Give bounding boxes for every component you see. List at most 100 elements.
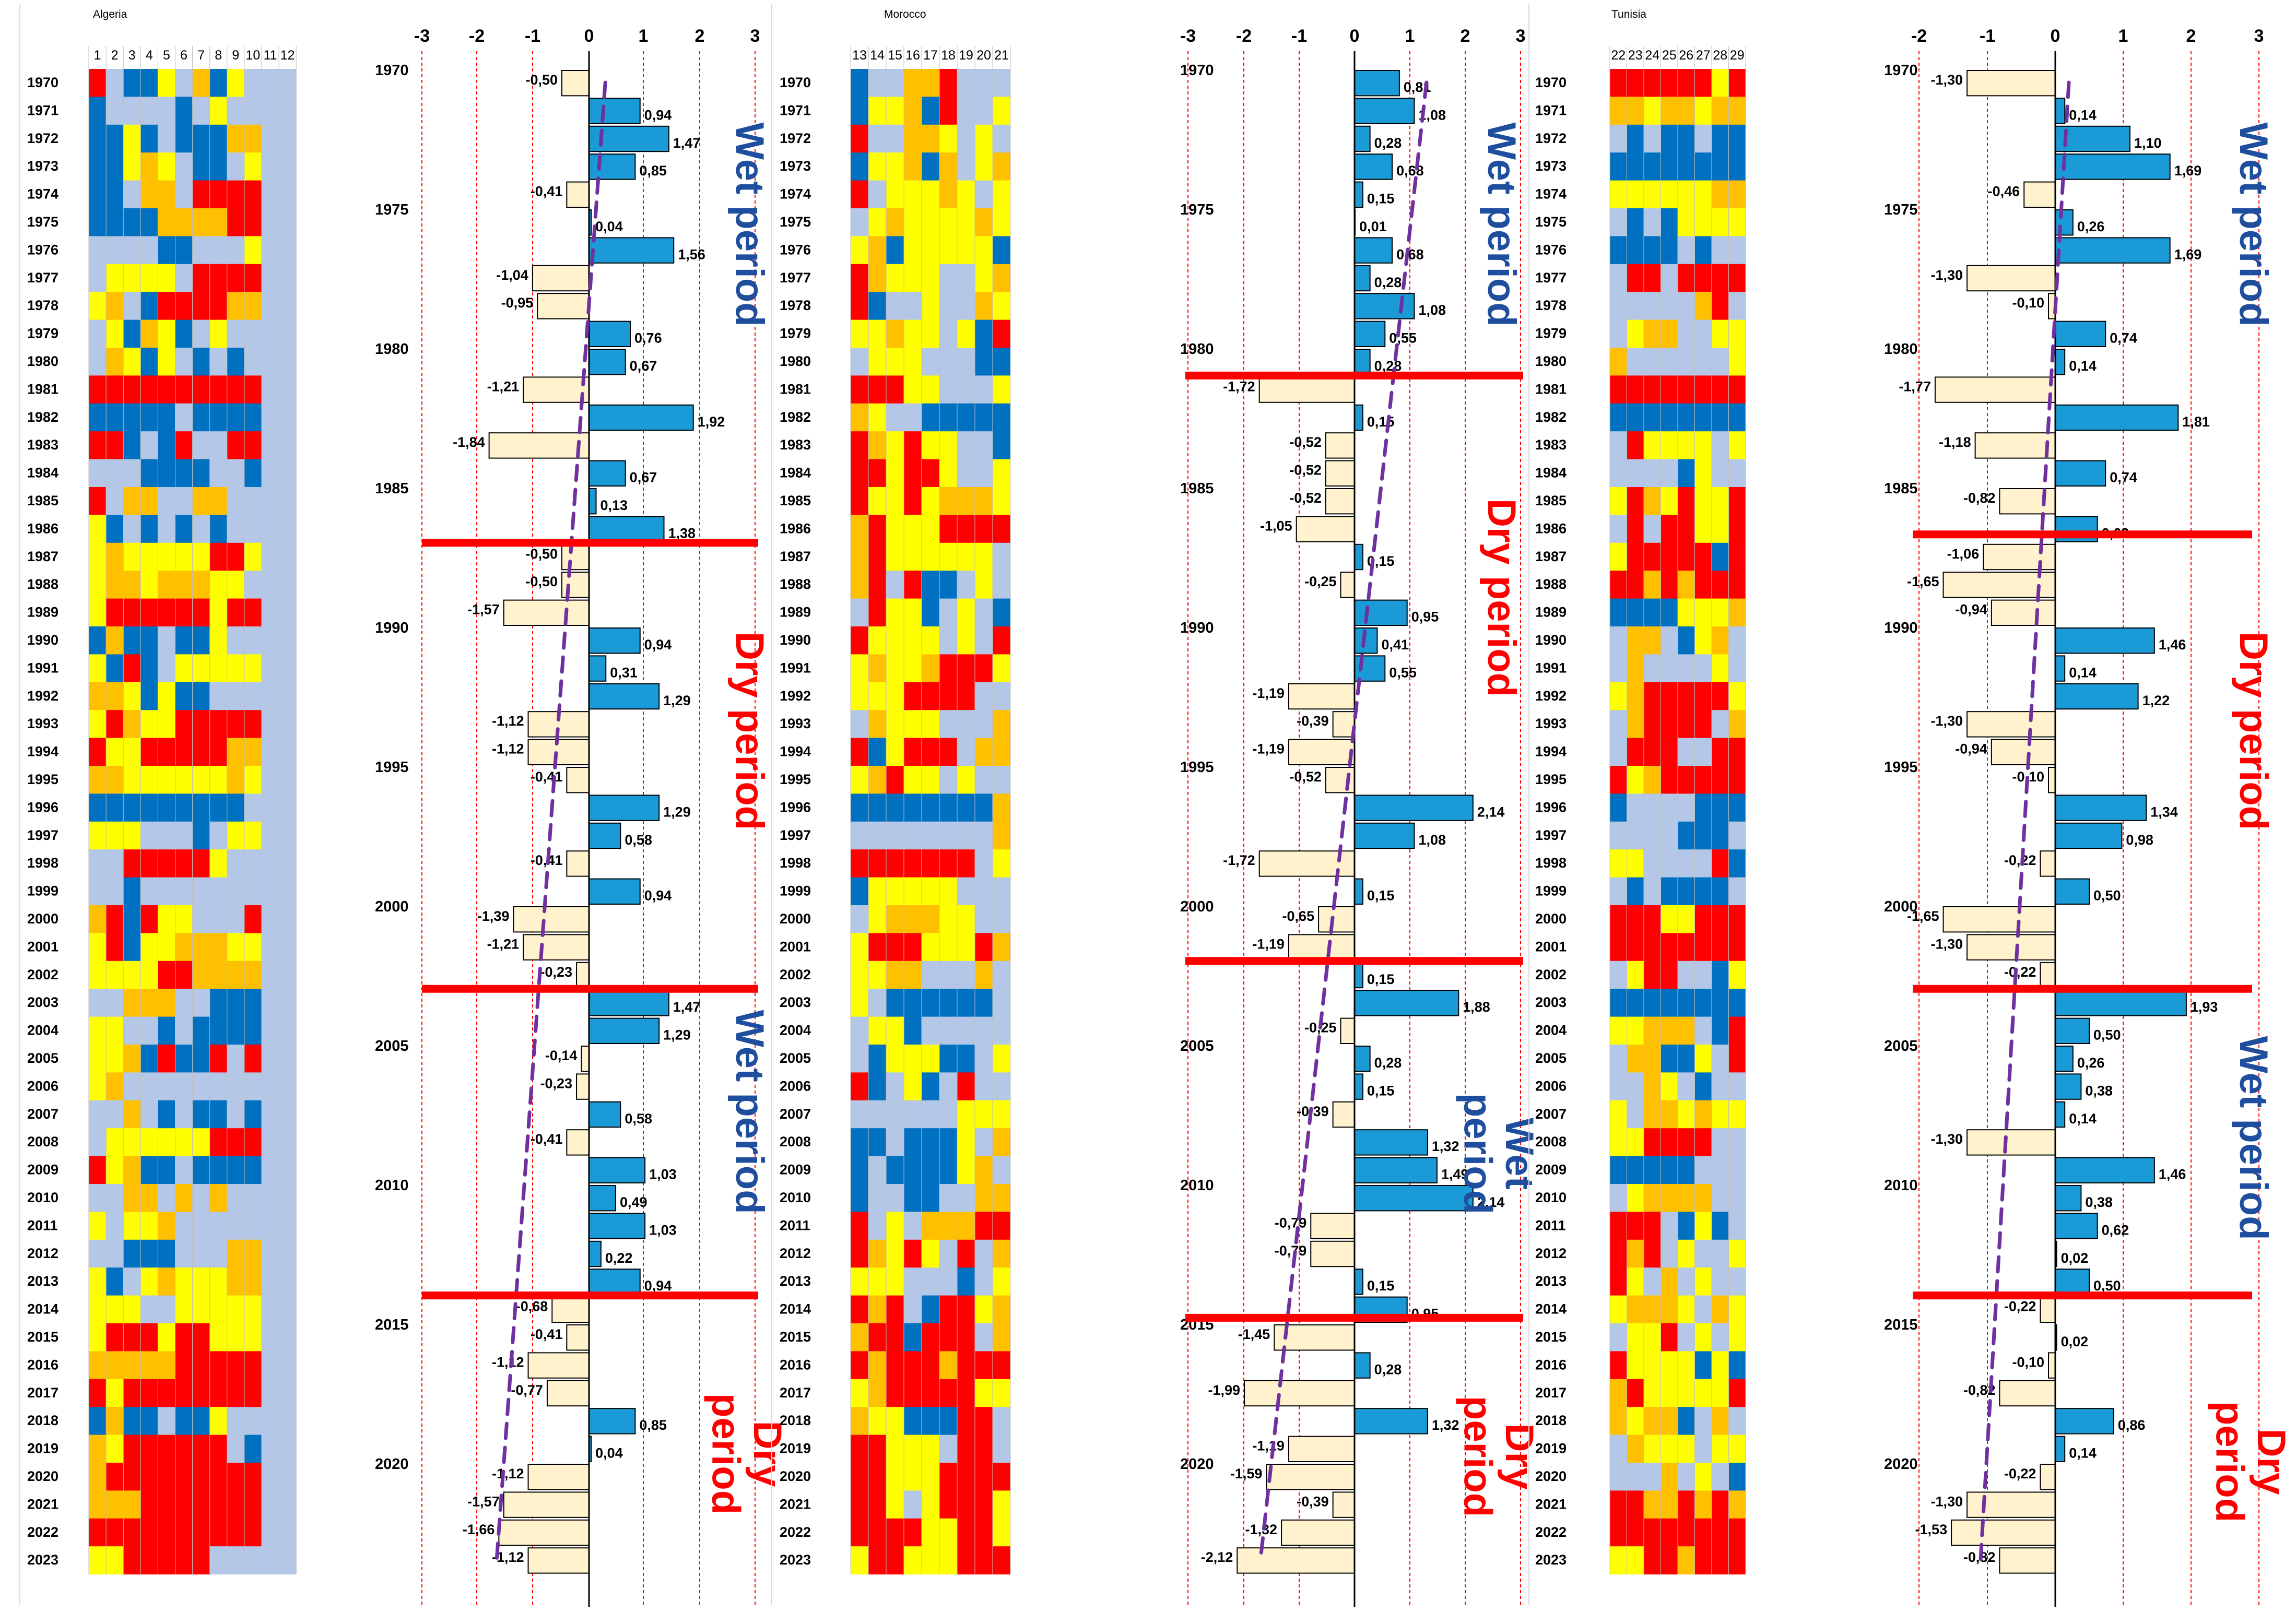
bar-value-label: -1,59 <box>1230 1466 1263 1481</box>
heatmap-cell <box>851 682 869 710</box>
heatmap-cell <box>279 1239 297 1268</box>
heatmap-cell <box>868 1156 887 1184</box>
heatmap-cell <box>868 1407 887 1436</box>
heatmap-cell <box>886 459 904 488</box>
heatmap-cell <box>1712 1156 1729 1184</box>
heatmap-cell <box>175 180 193 209</box>
heatmap-cell <box>993 961 1011 989</box>
heatmap-cell <box>1661 626 1678 655</box>
year-tick: 1990 <box>375 620 409 636</box>
year-label: 2013 <box>780 1273 811 1289</box>
heatmap-cell <box>192 1323 210 1352</box>
heatmap-cell <box>939 1239 958 1268</box>
axis-tick-label: 3 <box>1516 26 1526 46</box>
heatmap-cell <box>262 1546 279 1575</box>
heatmap-cell <box>175 459 193 488</box>
heatmap-cell <box>158 905 175 933</box>
heatmap-cell <box>1694 571 1712 599</box>
wet-bar <box>588 460 626 487</box>
heatmap-cell <box>1610 459 1627 488</box>
heatmap-cell <box>140 264 158 292</box>
heatmap-cell <box>1627 598 1644 627</box>
heatmap-cell <box>262 1184 279 1212</box>
year-label: 2003 <box>780 994 811 1010</box>
heatmap-cell <box>939 849 958 878</box>
heatmap-cell <box>1644 459 1661 488</box>
heatmap-cell <box>1627 403 1644 432</box>
heatmap-cell <box>244 319 262 348</box>
dry-bar <box>581 1046 590 1072</box>
heatmap-cell <box>175 236 193 265</box>
heatmap-cell <box>1610 961 1627 989</box>
heatmap-cell <box>209 1156 228 1184</box>
dry-bar <box>527 739 590 765</box>
heatmap-cell <box>1627 97 1644 125</box>
heatmap-cell <box>158 69 175 97</box>
year-label: 2016 <box>27 1357 58 1372</box>
heatmap-cell <box>1627 292 1644 321</box>
bar-value-label: 0,76 <box>634 330 662 346</box>
heatmap-cell <box>1728 69 1746 97</box>
heatmap-cell <box>993 598 1011 627</box>
year-label: 1983 <box>780 437 811 453</box>
heatmap-cell <box>279 124 297 153</box>
heatmap-cell <box>279 933 297 962</box>
wet-bar <box>1354 153 1393 180</box>
heatmap-cell <box>209 1100 228 1129</box>
wet-bar <box>1354 1269 1363 1295</box>
bar-value-label: 0,15 <box>1367 888 1395 904</box>
heatmap-cell <box>1627 710 1644 739</box>
heatmap-cell <box>1610 236 1627 265</box>
heatmap-cell <box>886 1295 904 1324</box>
heatmap-cell <box>192 1156 210 1184</box>
bar-value-label: -0,14 <box>545 1048 578 1063</box>
heatmap-cell <box>868 487 887 515</box>
heatmap-cell <box>227 1379 245 1407</box>
heatmap-cell <box>1610 1407 1627 1436</box>
heatmap-cell <box>1694 1267 1712 1296</box>
wet-bar <box>588 627 641 654</box>
heatmap-cell <box>868 571 887 599</box>
heatmap-cell <box>175 542 193 571</box>
heatmap-cell <box>209 793 228 822</box>
bar-value-label: -0,22 <box>2004 1299 2036 1314</box>
heatmap-cell <box>868 97 887 125</box>
heatmap-cell <box>158 1239 175 1268</box>
heatmap-cell <box>939 124 958 153</box>
bar-value-label: -1,12 <box>492 1354 524 1370</box>
heatmap-cell <box>123 487 141 515</box>
wet-bar <box>588 321 631 347</box>
heatmap-cell <box>140 766 158 794</box>
heatmap-cell <box>1694 793 1712 822</box>
heatmap-cell <box>1694 877 1712 906</box>
heatmap-cell <box>123 1212 141 1240</box>
heatmap-cell <box>886 821 904 850</box>
heatmap-cell <box>89 1267 107 1296</box>
heatmap-cell <box>975 180 993 209</box>
heatmap-cell <box>1627 1323 1644 1352</box>
heatmap-cell <box>1712 793 1729 822</box>
bar-value-label: 1,69 <box>2174 246 2202 262</box>
heatmap-cell <box>886 682 904 710</box>
heatmap-cell <box>939 738 958 766</box>
heatmap-cell <box>106 571 124 599</box>
dry-bar <box>1244 1380 1356 1407</box>
heatmap-cell <box>1661 1100 1678 1129</box>
heatmap-cell <box>1678 459 1695 488</box>
dry-bar <box>1332 711 1355 738</box>
bar-value-label: -0,65 <box>1282 908 1315 924</box>
bar-value-label: -1,30 <box>1930 267 1963 283</box>
heatmap-cell <box>192 654 210 683</box>
heatmap-cell <box>262 236 279 265</box>
heatmap-cell <box>851 1239 869 1268</box>
wet-bar <box>588 1269 641 1295</box>
heatmap-cell <box>993 849 1011 878</box>
heatmap-cell <box>975 1016 993 1045</box>
bar-value-label: 0,38 <box>2085 1083 2113 1098</box>
heatmap-cell <box>140 1239 158 1268</box>
bar-value-label: 0,28 <box>1374 275 1402 290</box>
heatmap-cell <box>904 1323 922 1352</box>
heatmap-cell <box>1627 1463 1644 1491</box>
heatmap-cell <box>957 1295 975 1324</box>
heatmap-cell <box>244 961 262 989</box>
